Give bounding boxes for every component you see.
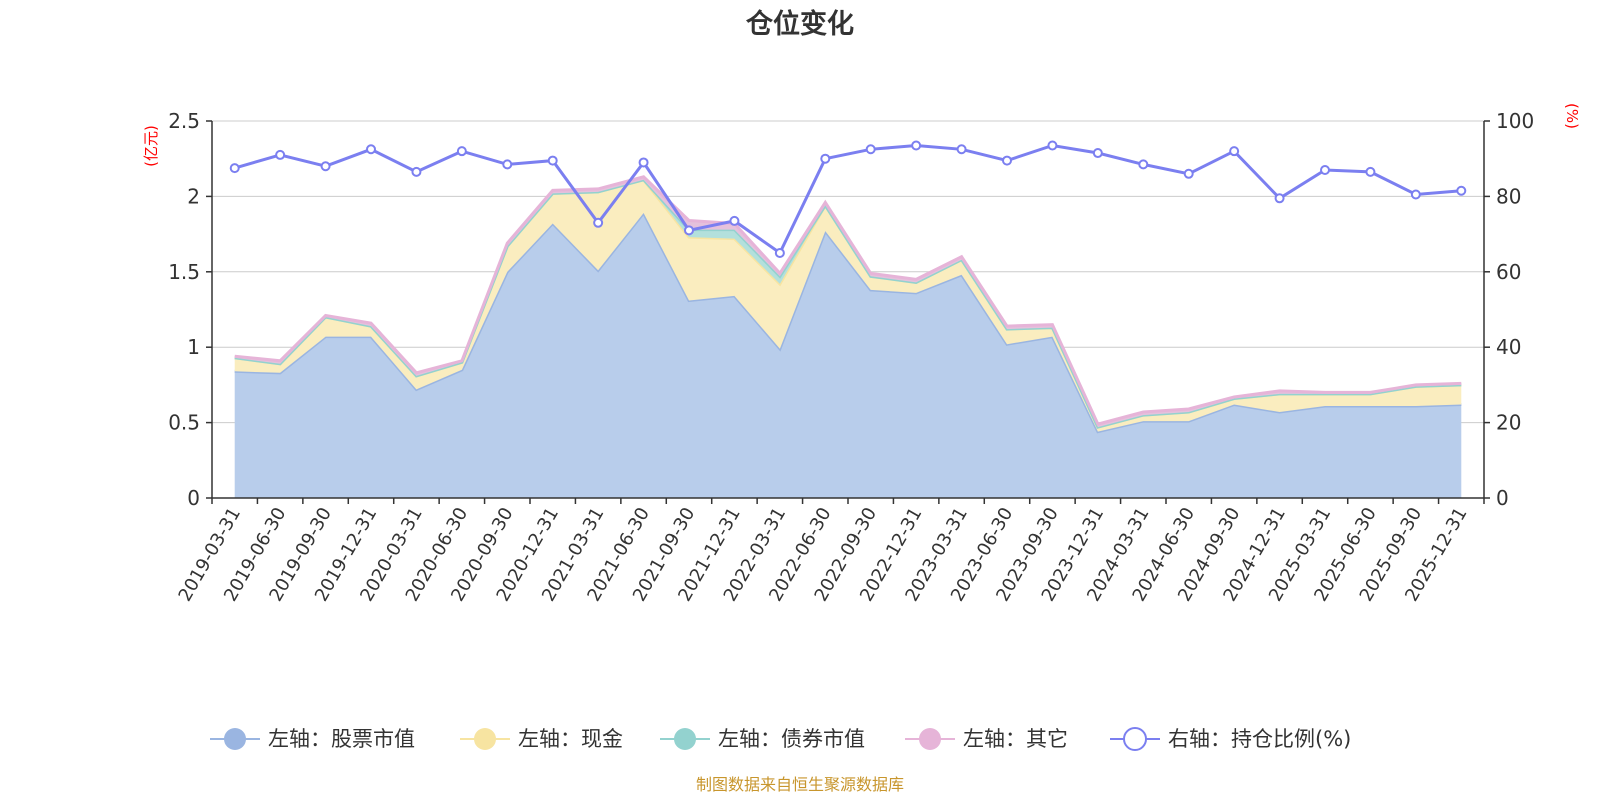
legend-item[interactable]: 左轴：债券市值: [660, 727, 865, 751]
ratio-point: [1138, 159, 1149, 170]
ratio-point: [1274, 193, 1285, 204]
ratio-point: [684, 225, 694, 236]
ratio-point: [638, 157, 649, 168]
left-axis-tick-label: 0: [187, 486, 200, 510]
legend-label: 左轴：股票市值: [268, 727, 415, 751]
right-axis-tick-label: 20: [1496, 411, 1521, 435]
right-axis-tick-label: 40: [1496, 335, 1521, 359]
legend-item[interactable]: 左轴：股票市值: [210, 727, 415, 751]
ratio-point: [911, 140, 922, 151]
legend-swatch-marker: [224, 728, 246, 750]
left-axis-tick-label: 0.5: [168, 411, 200, 435]
legend-swatch-marker: [919, 728, 941, 750]
ratio-point: [1229, 146, 1240, 157]
legend-label: 左轴：现金: [518, 727, 623, 751]
ratio-point: [820, 153, 831, 164]
left-axis-unit: (亿元): [142, 125, 160, 167]
legend-swatch-marker: [474, 728, 496, 750]
ratio-point: [1183, 168, 1194, 179]
legend-item[interactable]: 左轴：现金: [460, 727, 623, 751]
ratio-point: [1002, 155, 1012, 166]
right-axis-tick-label: 80: [1496, 184, 1521, 208]
right-axis-unit: (%): [1563, 103, 1581, 129]
ratio-point: [1365, 166, 1376, 177]
ratio-point: [275, 149, 286, 160]
area-edge-bond-value: [234, 178, 1462, 429]
legend-label: 左轴：其它: [963, 727, 1068, 751]
legend-label: 左轴：债券市值: [718, 727, 865, 751]
ratio-point: [1456, 185, 1467, 196]
left-axis-tick-label: 2.5: [168, 109, 200, 133]
ratio-point: [320, 161, 331, 172]
ratio-point: [956, 144, 967, 155]
ratio-point: [729, 215, 740, 226]
legend-swatch-marker: [1123, 727, 1147, 751]
ratio-point: [774, 247, 785, 258]
area-stock-value: [234, 213, 1462, 498]
ratio-point: [593, 217, 604, 228]
ratio-point: [547, 155, 558, 166]
ratio-point: [502, 159, 513, 170]
ratio-point: [229, 163, 240, 174]
ratio-line-series: [229, 140, 1467, 258]
chart-title: 仓位变化: [745, 8, 854, 40]
left-axis-tick-label: 1: [187, 335, 200, 359]
legend: 左轴：股票市值 左轴：现金 左轴：债券市值 左轴：其它 右轴：持仓比例(%): [210, 727, 1351, 751]
stacked-areas: [234, 175, 1462, 498]
legend-label: 右轴：持仓比例(%): [1168, 727, 1351, 751]
ratio-point: [865, 144, 876, 155]
ratio-point: [456, 146, 467, 157]
right-axis-tick-label: 0: [1496, 486, 1509, 510]
ratio-point: [366, 144, 376, 155]
ratio-point: [1047, 140, 1058, 151]
ratio-point: [1410, 189, 1421, 200]
ratio-point: [411, 166, 422, 177]
legend-swatch-marker: [674, 728, 696, 750]
right-axis-tick-label: 100: [1496, 109, 1534, 133]
legend-item[interactable]: 右轴：持仓比例(%): [1110, 727, 1351, 751]
right-axis-tick-label: 60: [1496, 260, 1521, 284]
ratio-line: [234, 143, 1462, 256]
ratio-point: [1320, 165, 1330, 176]
left-axis-tick-label: 1.5: [168, 260, 200, 284]
ratio-point: [1092, 148, 1103, 159]
data-source-note: 制图数据来自恒生聚源数据库: [696, 775, 904, 794]
legend-item[interactable]: 左轴：其它: [905, 727, 1068, 751]
area-edge-other: [234, 175, 1462, 426]
left-axis-tick-label: 2: [187, 184, 200, 208]
